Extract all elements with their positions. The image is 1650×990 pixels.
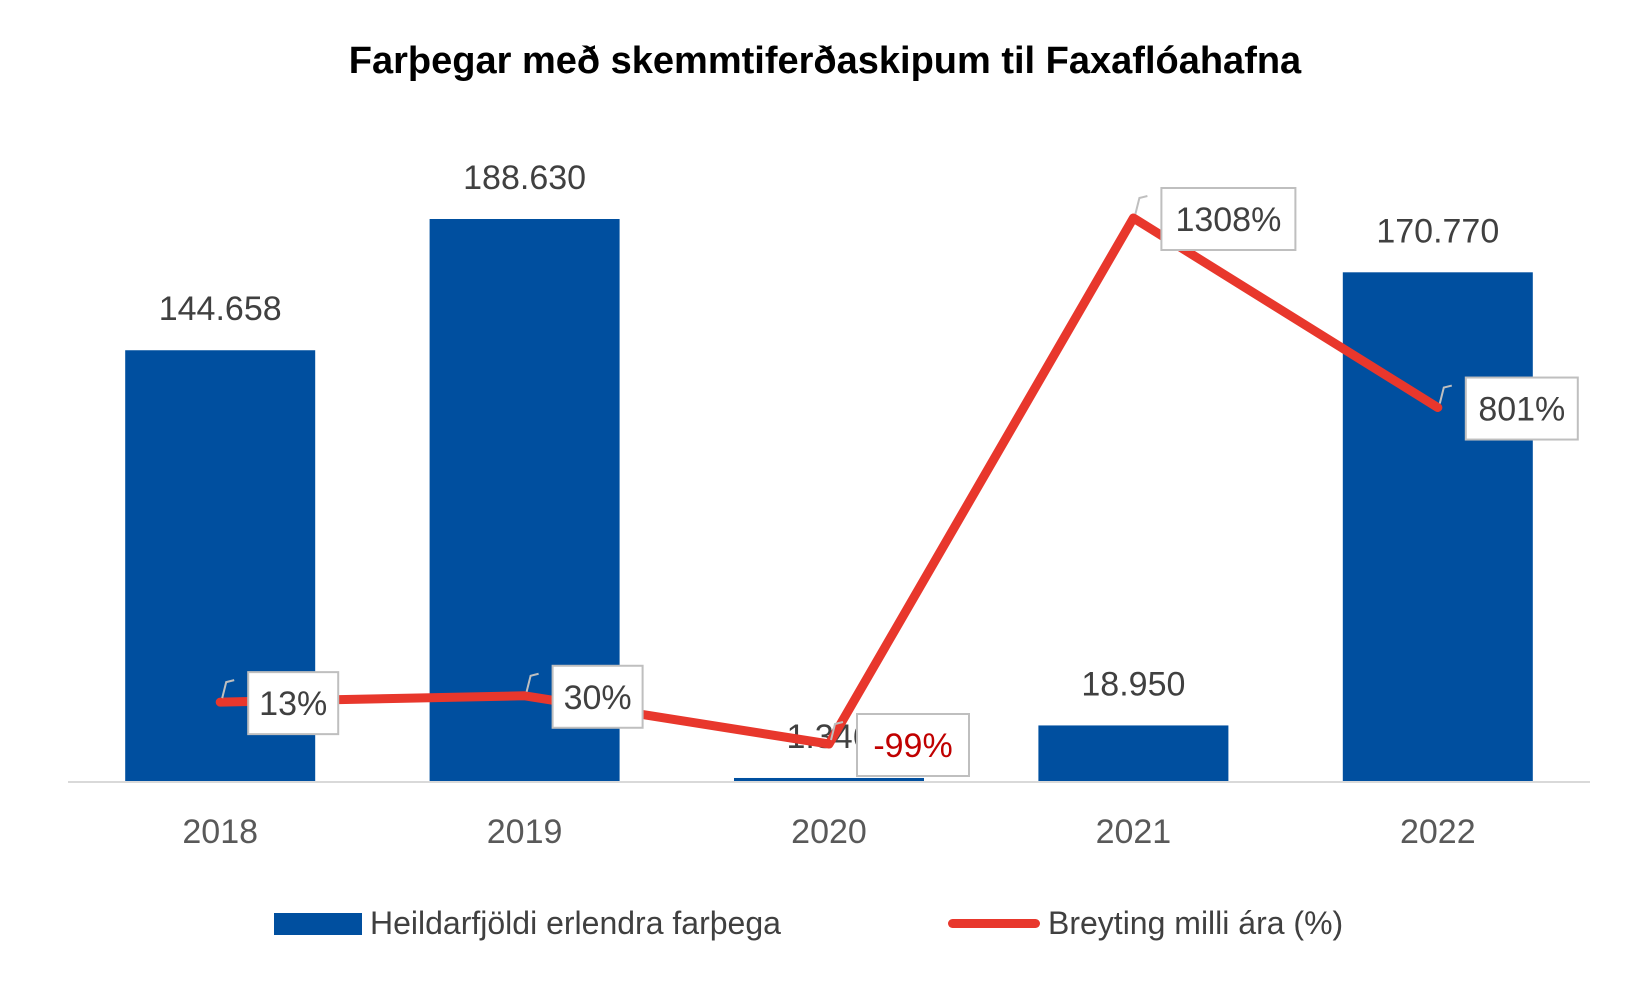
bar-data-label-2021: 18.950: [1081, 665, 1185, 703]
line-data-label-2019: 30%: [564, 679, 632, 717]
x-tick-labels: 2018 2019 2020 2021 2022: [182, 813, 1475, 851]
bar-2021: [1038, 725, 1229, 782]
line-point-2019: [520, 691, 529, 700]
line-label-leader-2018: [221, 679, 235, 699]
legend-label-line: Breyting milli ára (%): [1048, 905, 1344, 941]
legend-item-line: Breyting milli ára (%): [948, 905, 1343, 942]
chart-title: Farþegar með skemmtiferðaskipum til Faxa…: [348, 40, 1302, 82]
legend-label-bar: Heildarfjöldi erlendra farþega: [370, 905, 781, 941]
line-layer: [215, 213, 1443, 749]
line-point-2020: [825, 740, 833, 748]
line-label-leader-2020: [830, 721, 844, 741]
line-data-labels: 13% 30% -99% 1308% 801%: [221, 187, 1579, 777]
line-data-label-2018: 13%: [259, 685, 327, 723]
bar-data-label-2022: 170.770: [1376, 212, 1499, 250]
x-tick-label-2021: 2021: [1096, 813, 1172, 851]
bar-2022: [1342, 272, 1533, 782]
line-point-2022: [1433, 403, 1442, 412]
bars-layer: [125, 219, 1533, 782]
bar-data-label-2019: 188.630: [463, 159, 586, 197]
bar-2020: [734, 777, 924, 782]
line-data-label-2021: 1308%: [1175, 201, 1281, 239]
line-label-box-2020: [856, 713, 970, 777]
bar-data-label-2018: 144.658: [159, 290, 282, 328]
line-point-2021: [1129, 214, 1138, 222]
x-tick-label-2019: 2019: [487, 813, 563, 851]
line-label-box-2022: [1464, 376, 1579, 441]
x-tick-label-2020: 2020: [791, 813, 867, 851]
x-tick-label-2022: 2022: [1400, 813, 1476, 851]
line-label-leader-2022: [1438, 384, 1453, 404]
x-tick-label-2018: 2018: [182, 813, 258, 851]
legend-swatch-line: [948, 919, 1040, 928]
line-point-2018: [216, 698, 225, 707]
legend-swatch-bar: [274, 912, 362, 935]
line-label-leader-2021: [1134, 195, 1148, 215]
line-label-leader-2019: [525, 672, 539, 693]
line-label-box-2021: [1160, 187, 1297, 251]
line-label-box-2018: [247, 671, 340, 736]
line-data-label-2022: 801%: [1478, 391, 1565, 429]
line-series-change: [215, 213, 1443, 749]
line-label-box-2019: [551, 664, 644, 729]
line-data-label-2020: -99%: [873, 727, 952, 765]
legend-item-bar: Heildarfjöldi erlendra farþega: [274, 905, 781, 942]
